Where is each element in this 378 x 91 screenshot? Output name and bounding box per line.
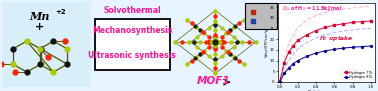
Hydrogen 87k: [341, 48, 346, 49]
FancyBboxPatch shape: [0, 0, 93, 89]
Line: Hydrogen 77k: Hydrogen 77k: [279, 20, 372, 83]
Text: Mechanosynthesis: Mechanosynthesis: [92, 26, 172, 35]
Hydrogen 87k: [296, 60, 300, 61]
X-axis label: Relative pressure: Relative pressure: [308, 90, 345, 91]
Hydrogen 87k: [332, 49, 336, 50]
Text: H$_2$ uptake: H$_2$ uptake: [319, 34, 353, 42]
Bar: [94, 19, 169, 70]
Text: Ultrasonic synthesis: Ultrasonic synthesis: [88, 51, 176, 60]
Text: MOF1: MOF1: [196, 76, 230, 86]
Hydrogen 77k: [305, 34, 309, 35]
Hydrogen 77k: [350, 22, 355, 23]
Text: Mn: Mn: [29, 11, 50, 22]
Line: Hydrogen 87k: Hydrogen 87k: [279, 45, 372, 83]
Hydrogen 87k: [350, 47, 355, 48]
Hydrogen 87k: [282, 73, 287, 74]
Y-axis label: Value(STP/cm³/g): Value(STP/cm³/g): [265, 27, 269, 57]
Text: +2: +2: [55, 9, 66, 15]
Hydrogen 77k: [287, 51, 291, 53]
Text: $Q_{st}$ of H$_2$ = 11.8kJ/mol: $Q_{st}$ of H$_2$ = 11.8kJ/mol: [282, 4, 343, 13]
Text: Solvothermal: Solvothermal: [103, 6, 161, 15]
Hydrogen 77k: [314, 30, 318, 31]
Hydrogen 77k: [296, 40, 300, 41]
Hydrogen 77k: [359, 21, 364, 22]
Hydrogen 87k: [314, 53, 318, 54]
Hydrogen 77k: [332, 25, 336, 26]
Hydrogen 87k: [305, 56, 309, 57]
Hydrogen 87k: [323, 50, 327, 51]
FancyBboxPatch shape: [245, 3, 277, 29]
Hydrogen 77k: [341, 23, 346, 24]
Hydrogen 87k: [369, 45, 373, 47]
Hydrogen 77k: [277, 81, 282, 82]
Hydrogen 77k: [369, 20, 373, 21]
Hydrogen 77k: [282, 62, 287, 63]
Hydrogen 77k: [323, 27, 327, 28]
Hydrogen 87k: [359, 46, 364, 47]
Hydrogen 87k: [291, 63, 296, 64]
Hydrogen 87k: [277, 81, 282, 82]
Text: +: +: [34, 22, 44, 32]
Hydrogen 87k: [287, 67, 291, 69]
Legend: Hydrogen 77k, Hydrogen 87k: Hydrogen 77k, Hydrogen 87k: [343, 70, 374, 80]
Hydrogen 77k: [291, 45, 296, 46]
